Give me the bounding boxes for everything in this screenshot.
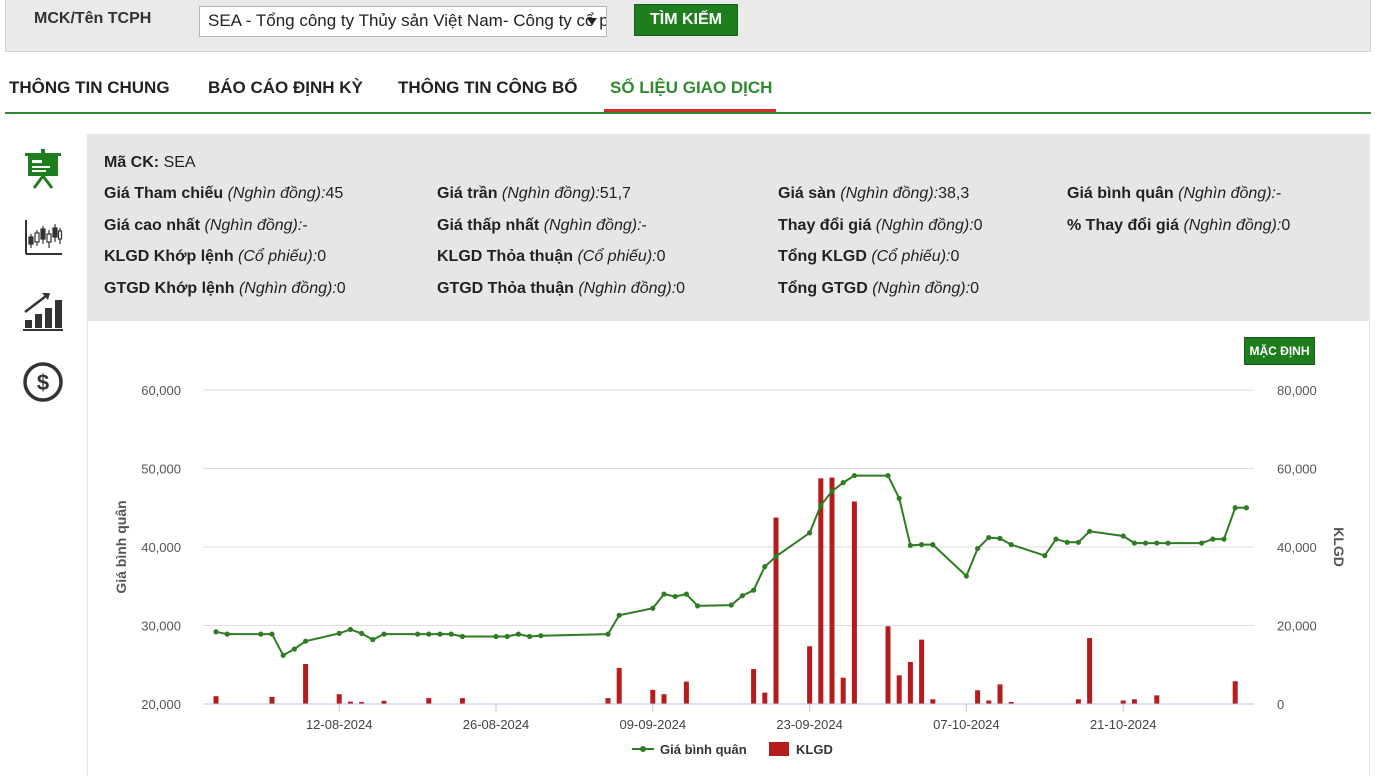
search-bar: MCK/Tên TCPH SEA - Tổng công ty Thủy sản… — [5, 0, 1371, 52]
dollar-coin-icon[interactable]: $ — [22, 361, 64, 403]
tab-periodic-reports[interactable]: BÁO CÁO ĐỊNH KỲ — [208, 78, 363, 97]
info-item-value: 38,3 — [938, 185, 970, 202]
info-item: Tổng KLGD (Cổ phiếu):0 — [778, 248, 959, 266]
info-item: KLGD Khớp lệnh (Cổ phiếu):0 — [104, 248, 326, 266]
tab-trading-data[interactable]: SỐ LIỆU GIAO DỊCH — [603, 78, 777, 112]
info-item-unit: (Cổ phiếu): — [577, 248, 657, 265]
info-item-label: Tổng KLGD — [778, 248, 867, 265]
stock-code-line: Mã CK: SEA — [104, 154, 196, 172]
info-item-label: Giá sàn — [778, 185, 836, 202]
info-item: Giá thấp nhất (Nghìn đồng):- — [437, 217, 647, 235]
info-item-value: 0 — [656, 248, 666, 265]
info-item-value: 0 — [973, 217, 983, 234]
info-item-label: KLGD Thỏa thuận — [437, 248, 573, 265]
info-item: Tổng GTGD (Nghìn đồng):0 — [778, 280, 979, 298]
info-item: % Thay đổi giá (Nghìn đồng):0 — [1067, 217, 1290, 235]
info-item-label: Thay đổi giá — [778, 217, 872, 234]
info-item-unit: (Cổ phiếu): — [871, 248, 951, 265]
info-item: GTGD Thỏa thuận (Nghìn đồng):0 — [437, 280, 685, 298]
info-item: Giá cao nhất (Nghìn đồng):- — [104, 217, 308, 235]
info-item-value: - — [641, 217, 647, 234]
info-item-unit: (Nghìn đồng): — [204, 217, 303, 234]
info-item-label: % Thay đổi giá — [1067, 217, 1180, 234]
info-item-value: 51,7 — [599, 185, 631, 202]
info-item-unit: (Nghìn đồng): — [238, 280, 337, 297]
info-item-label: Giá bình quân — [1067, 185, 1174, 202]
info-item: Giá trần (Nghìn đồng):51,7 — [437, 185, 631, 203]
default-view-button[interactable]: MẶC ĐỊNH — [1244, 337, 1315, 365]
stock-info-panel: Mã CK: SEA Giá Tham chiếu (Nghìn đồng):4… — [87, 134, 1370, 321]
info-item-unit: (Nghìn đồng): — [543, 217, 642, 234]
info-item: KLGD Thỏa thuận (Cổ phiếu):0 — [437, 248, 666, 266]
svg-text:$: $ — [37, 370, 49, 395]
info-item-label: GTGD Khớp lệnh — [104, 280, 235, 297]
info-item-unit: (Nghìn đồng): — [578, 280, 677, 297]
info-item-unit: (Nghìn đồng): — [501, 185, 600, 202]
tab-disclosures[interactable]: THÔNG TIN CÔNG BỐ — [398, 78, 578, 97]
info-item-unit: (Cổ phiếu): — [238, 248, 318, 265]
info-item-unit: (Nghìn đồng): — [1183, 217, 1282, 234]
info-item-label: Tổng GTGD — [778, 280, 868, 297]
info-item-label: Giá cao nhất — [104, 217, 201, 234]
info-item-value: 0 — [317, 248, 327, 265]
info-item-label: Giá thấp nhất — [437, 217, 540, 234]
stock-code-label: Mã CK: — [104, 154, 160, 171]
info-item-unit: (Nghìn đồng): — [840, 185, 939, 202]
info-item-value: 0 — [336, 280, 346, 297]
info-item-value: 0 — [950, 248, 960, 265]
info-item-unit: (Nghìn đồng): — [875, 217, 974, 234]
info-item: Giá bình quân (Nghìn đồng):- — [1067, 185, 1281, 203]
info-item: Thay đổi giá (Nghìn đồng):0 — [778, 217, 983, 235]
info-item-unit: (Nghìn đồng): — [1178, 185, 1276, 202]
presentation-board-icon[interactable] — [22, 148, 64, 190]
growth-bar-chart-icon[interactable] — [22, 290, 64, 332]
tab-general-info[interactable]: THÔNG TIN CHUNG — [9, 78, 170, 97]
info-item-label: GTGD Thỏa thuận — [437, 280, 574, 297]
info-item-unit: (Nghìn đồng): — [872, 280, 971, 297]
info-item-unit: (Nghìn đồng): — [227, 185, 326, 202]
info-item: Giá sàn (Nghìn đồng):38,3 — [778, 185, 969, 203]
info-item: GTGD Khớp lệnh (Nghìn đồng):0 — [104, 280, 346, 298]
search-button[interactable]: TÌM KIẾM — [634, 4, 738, 36]
tab-bar: THÔNG TIN CHUNG BÁO CÁO ĐỊNH KỲ THÔNG TI… — [5, 70, 1371, 114]
info-item-value: 0 — [1281, 217, 1291, 234]
info-item-label: Giá trần — [437, 185, 498, 202]
info-item: Giá Tham chiếu (Nghìn đồng):45 — [104, 185, 343, 203]
candlestick-chart-icon[interactable] — [22, 216, 64, 258]
info-item-value: 0 — [970, 280, 979, 297]
company-select[interactable]: SEA - Tổng công ty Thủy sản Việt Nam- Cô… — [199, 6, 607, 37]
info-item-value: 45 — [325, 185, 344, 202]
info-item-label: KLGD Khớp lệnh — [104, 248, 234, 265]
stock-code-value: SEA — [163, 154, 196, 171]
info-item-label: Giá Tham chiếu — [104, 185, 224, 202]
company-select-value: SEA - Tổng công ty Thủy sản Việt Nam- Cô… — [208, 11, 607, 30]
info-item-value: - — [1275, 185, 1282, 202]
chart-area — [87, 321, 1370, 776]
search-label: MCK/Tên TCPH — [34, 10, 152, 27]
info-item-value: 0 — [676, 280, 686, 297]
chevron-down-icon — [587, 18, 597, 25]
info-item-value: - — [302, 217, 308, 234]
